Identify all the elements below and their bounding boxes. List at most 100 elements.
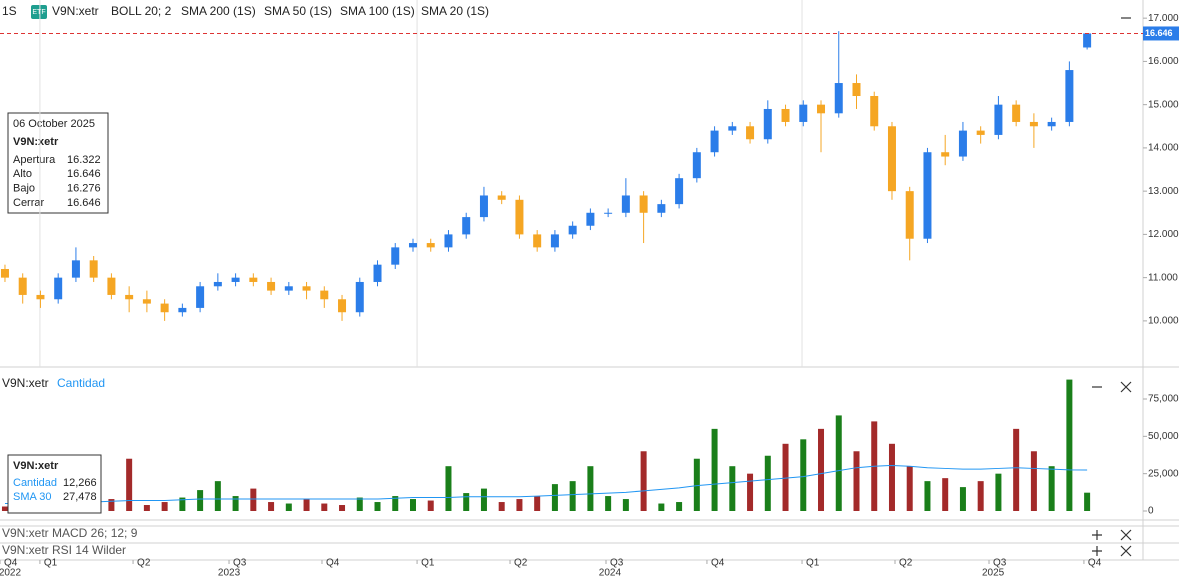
candle-body xyxy=(18,277,27,295)
x-tick-label: Q4 xyxy=(711,558,725,569)
volume-bar xyxy=(392,496,399,511)
study-label: SMA 100 (1S) xyxy=(340,4,415,18)
volume-bar xyxy=(374,502,381,511)
info-date: 06 October 2025 xyxy=(13,118,95,130)
year-label: 2022 xyxy=(0,568,21,577)
last-price-label: 16.646 xyxy=(1145,28,1173,38)
candle-body xyxy=(391,247,400,265)
candle-body xyxy=(763,108,772,140)
y-tick-label: 75,000 xyxy=(1148,394,1179,405)
candle-body xyxy=(976,130,985,135)
rsi-title: V9N:xetr RSI 14 Wilder xyxy=(2,543,126,557)
volume-bar xyxy=(143,505,150,511)
volume-bar xyxy=(906,466,913,511)
info-value: 16.646 xyxy=(67,197,101,209)
candle-body xyxy=(1029,121,1038,127)
candle-body xyxy=(746,126,755,140)
candle-body xyxy=(160,303,169,313)
volume-bar xyxy=(977,481,984,511)
volume-bar xyxy=(888,443,895,511)
candle-body xyxy=(941,152,950,157)
candle-body xyxy=(870,96,879,127)
study-label: SMA 50 (1S) xyxy=(264,4,332,18)
y-tick-label: 15.000 xyxy=(1148,99,1179,110)
candle-body xyxy=(1065,70,1074,122)
volume-bar xyxy=(409,499,416,511)
y-tick-label: 13.000 xyxy=(1148,186,1179,197)
y-tick-label: 16.000 xyxy=(1148,56,1179,67)
readout-sma-name: SMA 30 xyxy=(13,491,52,503)
candle-body xyxy=(550,234,559,248)
year-label: 2024 xyxy=(599,568,622,577)
close-button[interactable] xyxy=(1120,381,1132,393)
info-label: Apertura xyxy=(13,154,56,166)
candle-body xyxy=(444,234,453,248)
candle-body xyxy=(497,195,506,200)
x-tick-label: Q4 xyxy=(4,558,18,569)
candle-body xyxy=(302,286,311,291)
volume-bar xyxy=(853,451,860,511)
volume-bar xyxy=(1084,492,1091,511)
candle-body xyxy=(728,126,737,131)
candle-body xyxy=(479,195,488,218)
candle-body xyxy=(373,264,382,282)
x-tick-label: Q3 xyxy=(993,558,1007,569)
y-tick-label: 50,000 xyxy=(1148,431,1179,442)
x-tick-label: Q1 xyxy=(421,558,435,569)
candle-body xyxy=(284,286,293,291)
volume-bar xyxy=(764,455,771,511)
readout-box xyxy=(7,454,102,514)
candle-body xyxy=(887,126,896,192)
volume-bar xyxy=(534,496,541,511)
y-tick-label: 17.000 xyxy=(1148,13,1179,24)
candle-body xyxy=(0,268,9,278)
volume-symbol: V9N:xetr xyxy=(2,376,49,390)
candle-body xyxy=(781,108,790,122)
expand-button[interactable] xyxy=(1092,546,1102,556)
candle-body xyxy=(1083,33,1092,48)
readout-symbol: V9N:xetr xyxy=(13,460,59,472)
volume-bar xyxy=(729,466,736,511)
candle-body xyxy=(657,204,666,213)
volume-bar xyxy=(551,484,558,511)
candle-body xyxy=(267,281,276,291)
volume-bar xyxy=(268,502,275,511)
volume-bar xyxy=(214,481,221,511)
volume-bar xyxy=(835,415,842,511)
study-label: BOLL 20; 2 xyxy=(111,4,172,18)
volume-bar xyxy=(693,458,700,511)
etf-badge xyxy=(31,5,47,19)
volume-bar xyxy=(321,503,328,511)
candle-body xyxy=(692,152,701,179)
volume-bar xyxy=(622,499,629,511)
readout-sma: 27,478 xyxy=(63,491,97,503)
macd-title: V9N:xetr MACD 26; 12; 9 xyxy=(2,526,138,540)
candle-body xyxy=(249,277,258,282)
candle-body xyxy=(905,191,914,239)
y-tick-label: 11.000 xyxy=(1148,272,1178,283)
readout-volume-name: Cantidad xyxy=(13,477,57,489)
info-label: Alto xyxy=(13,168,32,180)
candle-body xyxy=(994,104,1003,135)
interval: 1S xyxy=(2,4,17,18)
candle-body xyxy=(107,277,116,295)
info-label: Cerrar xyxy=(13,197,45,209)
candle-body xyxy=(36,294,45,300)
expand-button[interactable] xyxy=(1092,530,1102,540)
year-label: 2025 xyxy=(982,568,1005,577)
close-button[interactable] xyxy=(1120,545,1132,557)
volume-bar xyxy=(197,490,204,511)
x-tick-label: Q2 xyxy=(137,558,151,569)
close-button[interactable] xyxy=(1120,529,1132,541)
y-tick-label: 12.000 xyxy=(1148,229,1179,240)
x-tick-label: Q2 xyxy=(514,558,528,569)
info-label: Bajo xyxy=(13,183,35,195)
candle-body xyxy=(817,104,826,114)
study-label: SMA 20 (1S) xyxy=(421,4,489,18)
candle-body xyxy=(799,104,808,122)
volume-bar xyxy=(250,488,257,511)
candle-body xyxy=(178,307,187,313)
candle-body xyxy=(923,152,932,239)
info-value: 16.322 xyxy=(67,154,101,166)
candle-body xyxy=(604,212,613,214)
